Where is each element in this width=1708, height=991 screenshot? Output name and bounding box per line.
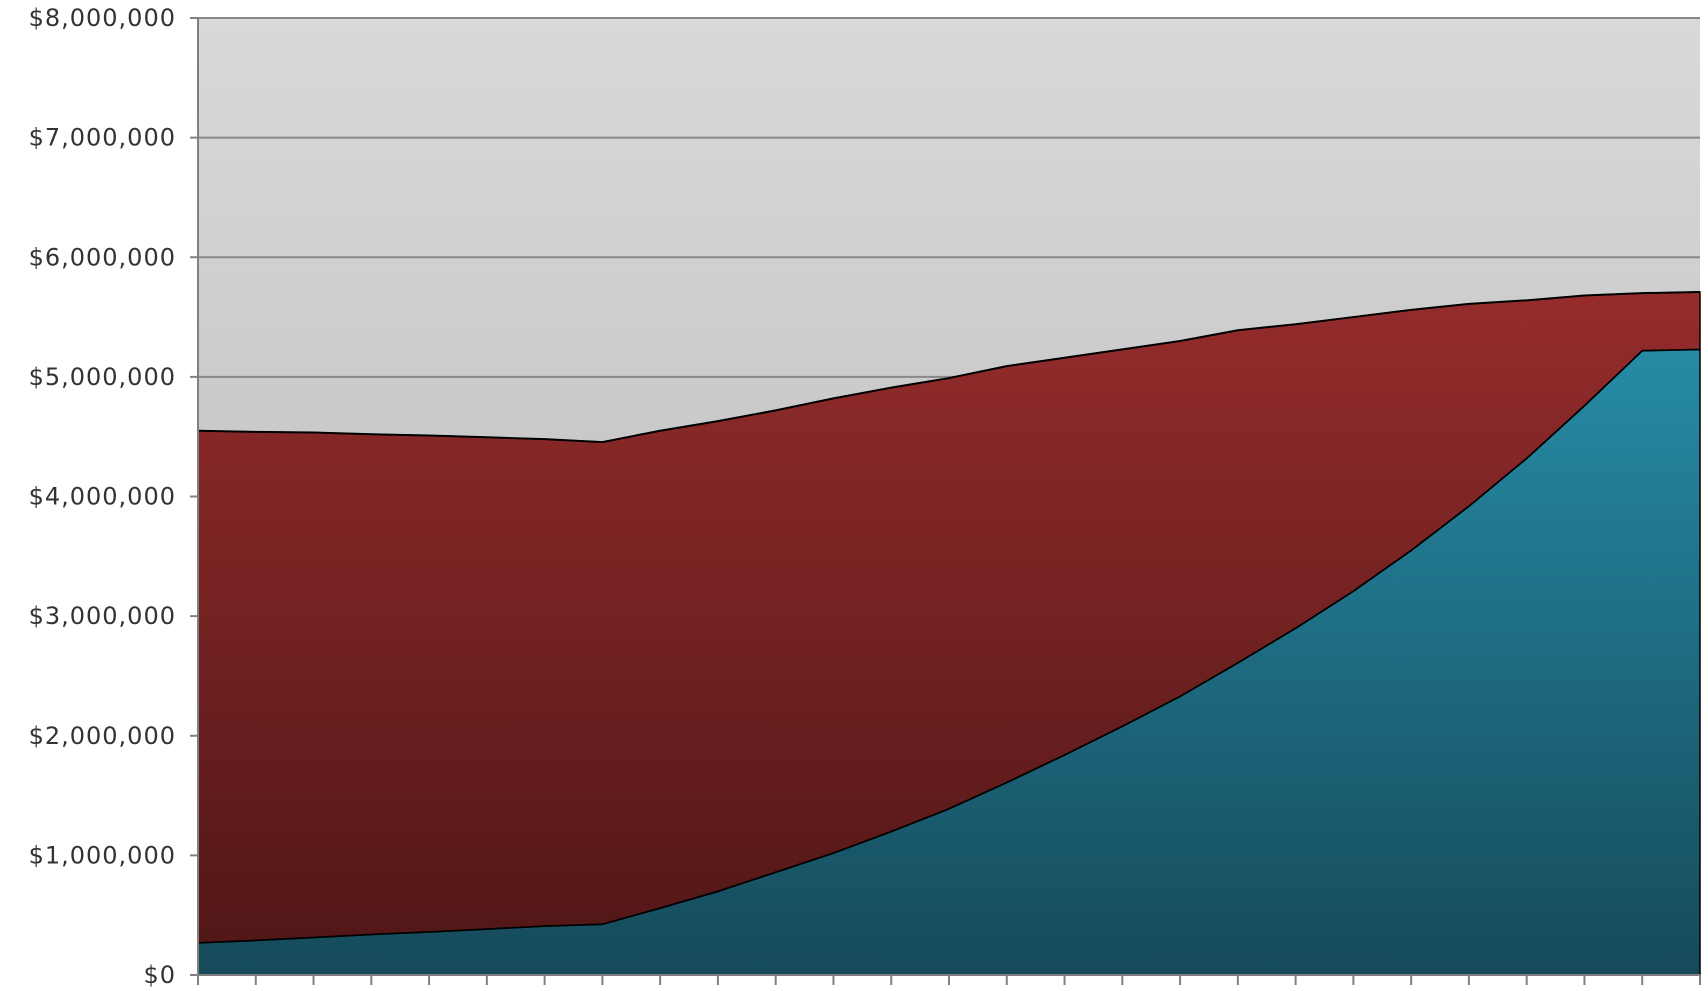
y-tick-label: $5,000,000 xyxy=(29,363,176,391)
y-tick-label: $6,000,000 xyxy=(29,243,176,271)
y-tick-label: $1,000,000 xyxy=(29,841,176,869)
area-series-top-edge xyxy=(197,290,1701,444)
y-tick-label: $0 xyxy=(143,961,176,987)
y-tick-label: $2,000,000 xyxy=(29,722,176,750)
x-axis-ticks xyxy=(197,975,1701,985)
y-tick-label: $3,000,000 xyxy=(29,602,176,630)
y-tick-label: $7,000,000 xyxy=(29,124,176,152)
y-axis-tick-labels: $0 $1,000,000 $2,000,000 $3,000,000 $4,000,0… xyxy=(29,4,176,989)
y-tick-label: $8,000,000 xyxy=(29,4,176,32)
area-series xyxy=(197,290,1701,976)
y-tick-label: $4,000,000 xyxy=(29,483,176,511)
